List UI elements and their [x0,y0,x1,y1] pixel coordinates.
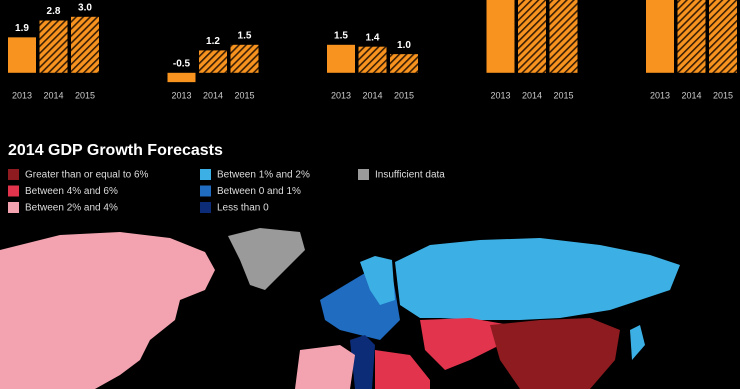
legend-swatch [8,202,19,213]
bar [646,0,674,73]
bar [71,16,99,73]
value-label: -0.5 [173,58,191,69]
north-america [0,232,215,389]
value-label: 1.5 [334,30,348,41]
x-tick-label: 2014 [203,90,223,100]
africa-east [375,350,430,389]
bar [230,44,259,73]
bar [549,0,578,73]
legend-swatch [8,169,19,180]
legend-swatch [200,202,211,213]
value-label: 1.9 [15,23,29,34]
x-tick-label: 2015 [75,90,95,100]
china [490,318,620,389]
legend-swatch [8,185,19,197]
legend-label: Between 4% and 6% [25,186,118,197]
bar-charts: 1.9 2.8 3.0 -0.5 1.2 1.5 1.5 1.4 1.0 [8,0,737,83]
legend-label: Less than 0 [217,203,269,214]
bar [358,46,387,73]
japan [630,325,645,360]
x-tick-label: 2014 [522,90,542,100]
x-tick-label: 2015 [553,90,573,100]
greece-italy [350,335,375,389]
legend-label: Between 0 and 1% [217,186,301,197]
legend-label: Between 2% and 4% [25,203,118,214]
europe-north [360,256,395,305]
value-label: 1.5 [238,30,252,41]
bar [327,44,355,73]
legend-label: Greater than or equal to 6% [25,170,149,181]
value-label: 1.2 [206,36,220,47]
greenland [228,228,305,290]
bar [677,0,706,73]
legend-label: Insufficient data [375,170,445,181]
x-tick-label: 2014 [681,90,701,100]
legend-label: Between 1% and 2% [217,170,310,181]
world-map [0,228,680,389]
x-tick-label: 2013 [331,90,351,100]
x-tick-label: 2015 [394,90,414,100]
x-tick-label: 2014 [43,90,63,100]
legend-swatch [358,169,369,180]
map-title: 2014 GDP Growth Forecasts [8,142,223,159]
bar [709,0,737,73]
x-tick-label: 2013 [650,90,670,100]
legend: Greater than or equal to 6% Between 4% an… [8,169,445,214]
x-tick-label: 2014 [362,90,382,100]
x-tick-label: 2013 [12,90,32,100]
russia [395,238,680,320]
bar [167,72,196,83]
bar [486,0,515,73]
x-tick-label: 2015 [713,90,733,100]
value-label: 2.8 [47,6,61,17]
x-tick-label: 2013 [490,90,510,100]
x-tick-label: 2015 [234,90,254,100]
middle-east [420,318,510,370]
legend-swatch [200,185,211,197]
bar [39,20,68,73]
africa-north [295,345,355,389]
bar [199,50,227,73]
value-label: 1.0 [397,40,411,51]
legend-swatch [200,169,211,180]
value-label: 1.4 [366,32,380,43]
x-tick-label: 2013 [171,90,191,100]
bar [518,0,546,73]
value-label: 3.0 [78,2,92,13]
bar [8,37,36,73]
bar [390,54,418,73]
